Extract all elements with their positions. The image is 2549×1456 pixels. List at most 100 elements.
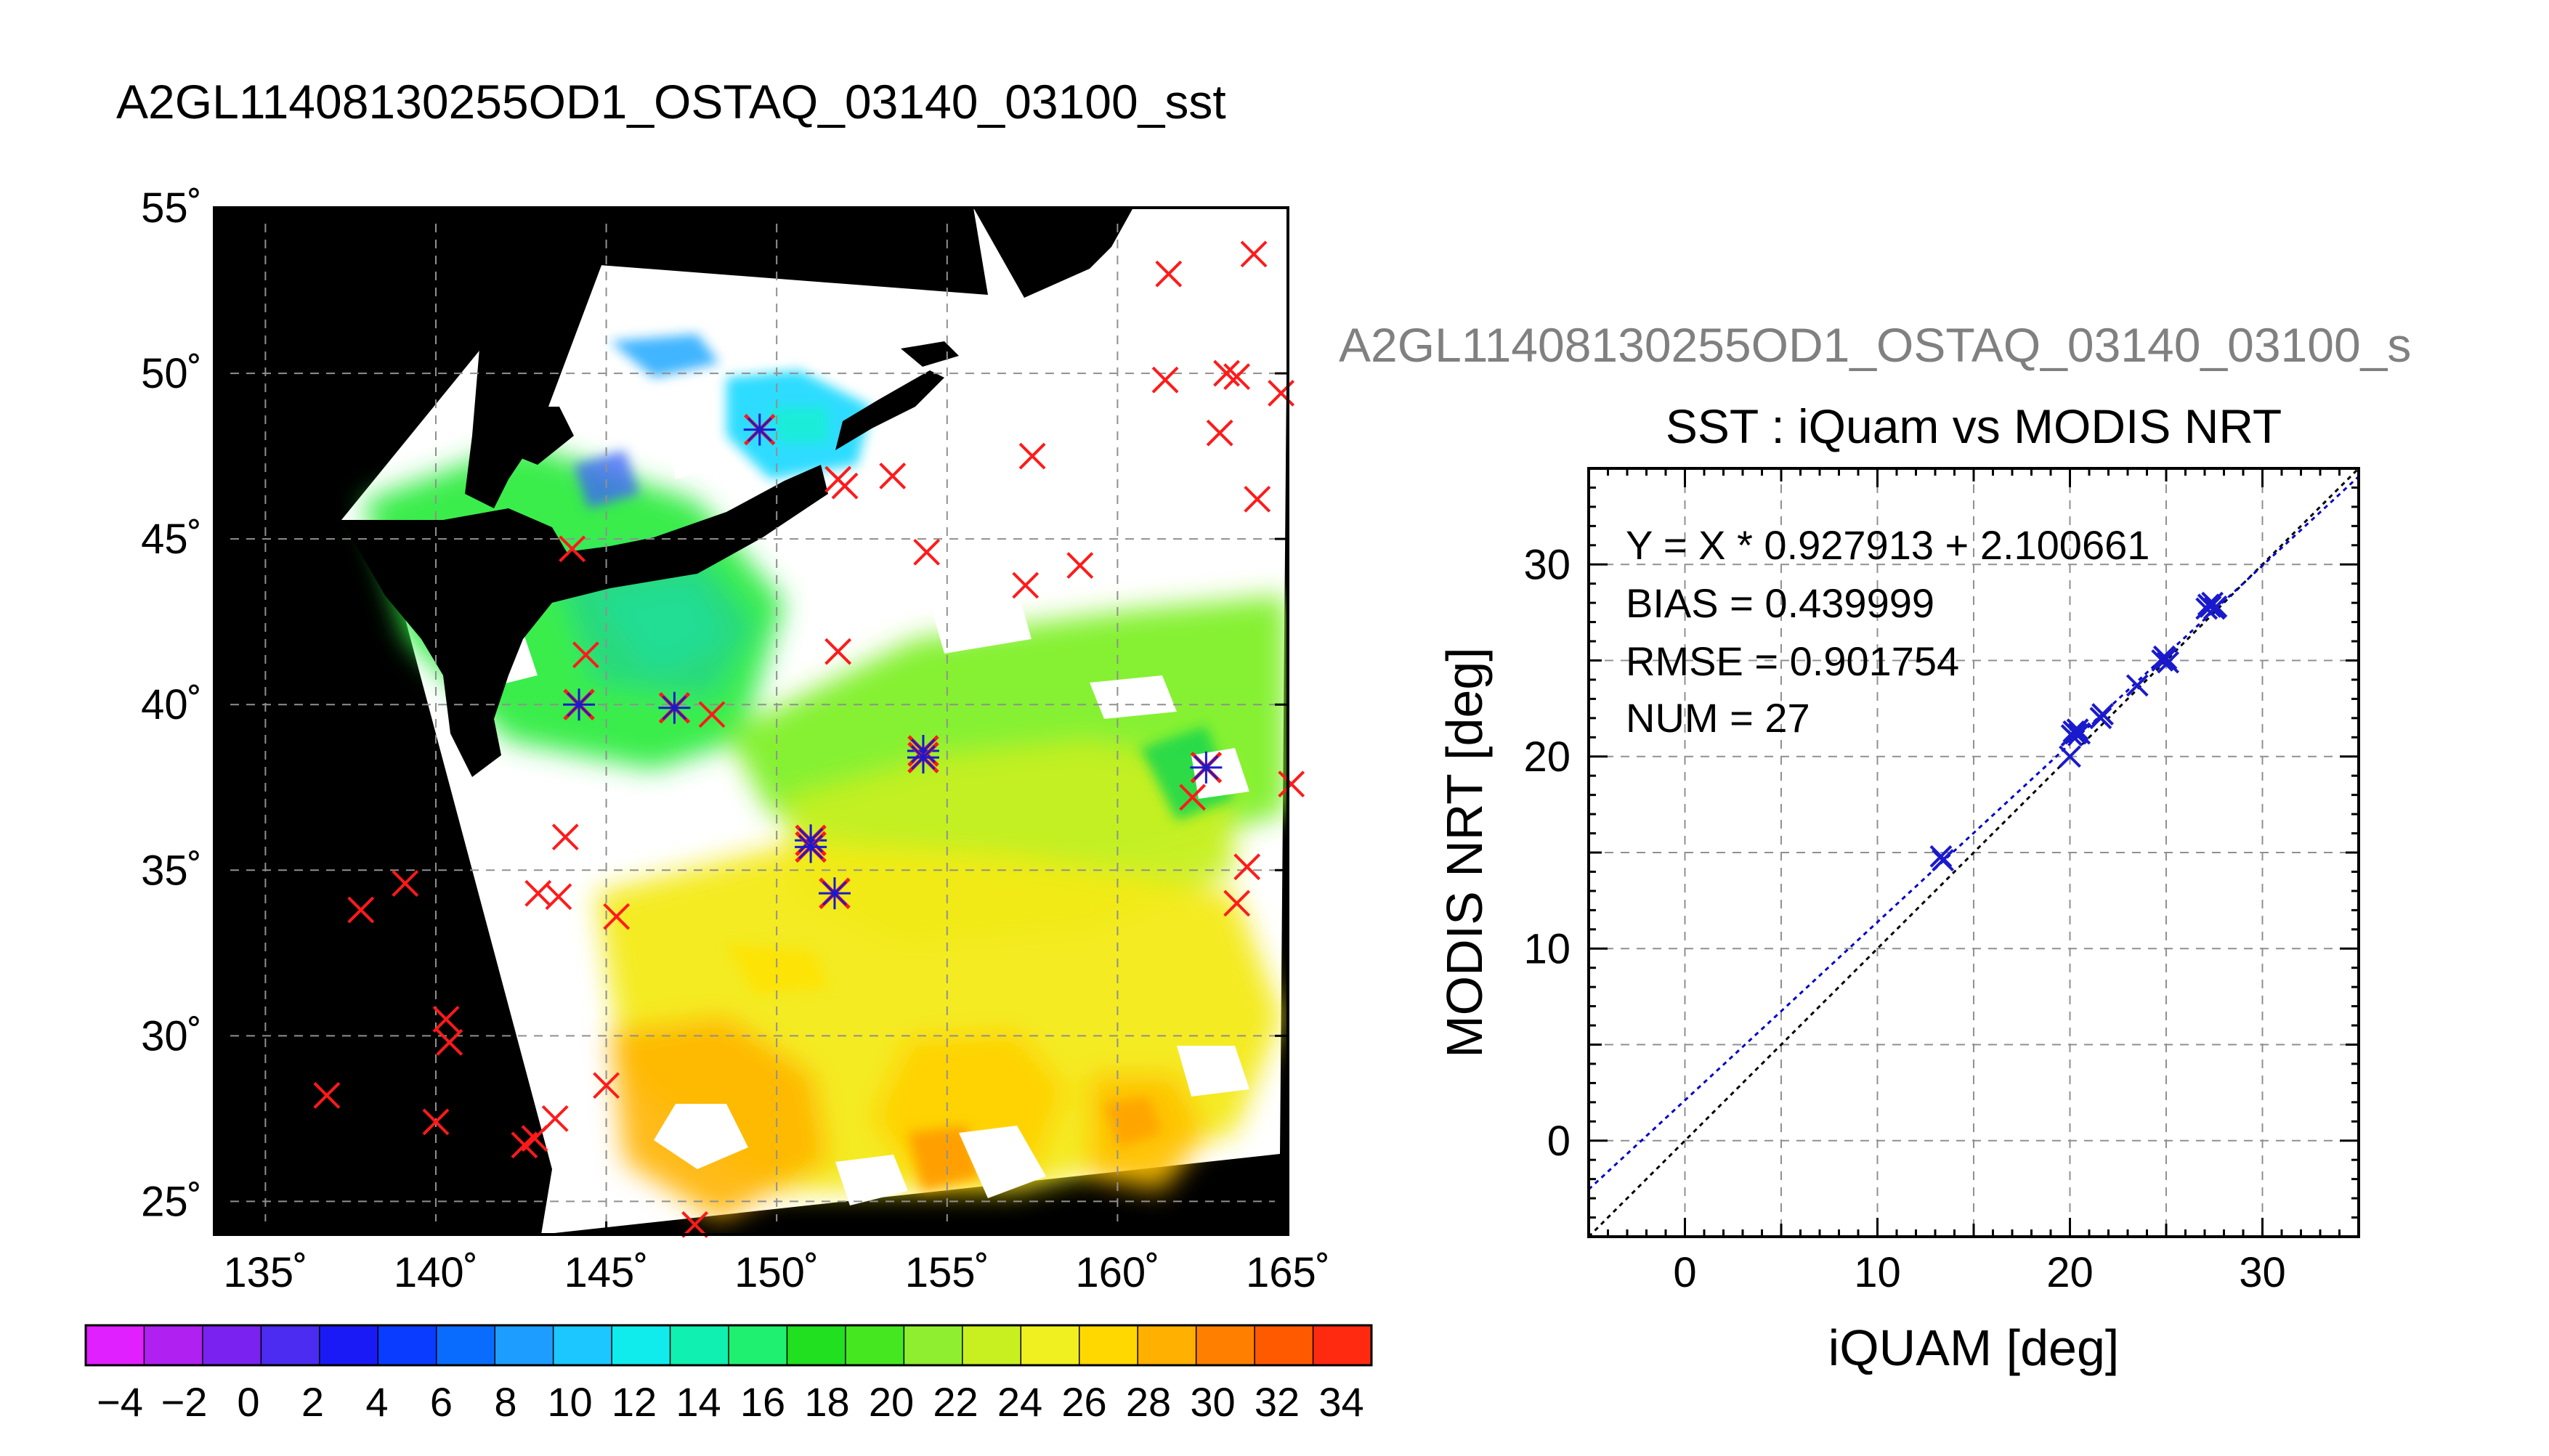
map-buoy-markers [313, 240, 1305, 1238]
scatter-point [2205, 595, 2228, 618]
scatter-stats-annotations: Y = X * 0.927913 + 2.100661 BIAS = 0.439… [1626, 522, 2149, 741]
matched-star-marker [907, 741, 939, 774]
colorbar: −4 −2 0 2 4 6 8 10 12 14 16 18 20 22 24 26 28 30 32 34 [84, 1324, 1373, 1425]
scatter-x-tick-label: 0 [1673, 1249, 1696, 1296]
buoy-marker [1018, 442, 1046, 470]
colorbar-tick-label: 18 [804, 1379, 849, 1425]
colorbar-swatch [904, 1325, 963, 1365]
sst-map: 135˚ 140˚ 145˚ 150˚ 155˚ 160˚ 165˚ 25˚ 30˚ 35˚ 40˚… [141, 184, 1330, 1296]
matched-star-marker [563, 688, 596, 721]
colorbar-frame [84, 1324, 1373, 1367]
colorbar-tick-label: 8 [494, 1379, 516, 1425]
scatter-point [2157, 651, 2180, 674]
landmasses [341, 208, 1133, 777]
matched-star-marker [795, 831, 827, 863]
colorbar-tick-label: 10 [547, 1379, 592, 1425]
aniva-land [501, 407, 574, 465]
colorbar-tick-label: −4 [97, 1379, 143, 1425]
map-frame [213, 206, 1289, 1236]
map-title: A2GL11408130255OD1_OSTAQ_03140_03100_sst [116, 75, 1226, 129]
scatter-point [2068, 722, 2091, 745]
map-y-tick-label: 35˚ [141, 847, 202, 894]
map-x-tick-label: 165˚ [1246, 1249, 1330, 1296]
buoy-marker [392, 870, 419, 897]
buoy-marker [913, 538, 941, 566]
colorbar-tick-label: 26 [1061, 1379, 1106, 1425]
colorbar-tick-label: 12 [612, 1379, 657, 1425]
colorbar-swatch [670, 1325, 729, 1365]
buoy-marker [1223, 890, 1251, 917]
colorbar-tick-label: 30 [1190, 1379, 1235, 1425]
buoy-marker [432, 1006, 460, 1033]
bias-text: BIAS = 0.439999 [1626, 580, 1934, 626]
colorbar-swatch [1255, 1325, 1314, 1365]
colorbar-tick-label: 0 [237, 1379, 259, 1425]
map-x-tick-label: 145˚ [564, 1249, 649, 1296]
buoy-marker [698, 701, 726, 728]
colorbar-swatch [845, 1325, 904, 1365]
map-x-tick-label: 150˚ [734, 1249, 819, 1296]
scatter-title: SST : iQuam vs MODIS NRT [1666, 399, 2282, 453]
colorbar-tick-label: 32 [1255, 1379, 1300, 1425]
buoy-marker [681, 1211, 708, 1238]
map-tick-labels: 135˚ 140˚ 145˚ 150˚ 155˚ 160˚ 165˚ 25˚ 30˚ 35˚ 40˚… [141, 184, 1330, 1296]
colorbar-swatch [495, 1325, 554, 1365]
colorbar-tick-label: 2 [301, 1379, 324, 1425]
scatter-points [1929, 591, 2228, 871]
matched-star-marker [818, 877, 851, 910]
colorbar-swatch [378, 1325, 437, 1365]
map-x-tick-label: 160˚ [1075, 1249, 1159, 1296]
map-y-tick-label: 50˚ [141, 350, 202, 397]
scatter-point [2125, 674, 2149, 697]
buoy-marker [831, 472, 859, 500]
scatter-point [2059, 745, 2081, 768]
buoy-marker [1213, 359, 1240, 387]
scatter-y-tick-label: 30 [1523, 541, 1571, 588]
colorbar-swatch [962, 1325, 1021, 1365]
matched-star-marker [743, 413, 776, 446]
num-text: NUM = 27 [1626, 695, 1810, 741]
matched-star-marker [658, 691, 691, 724]
buoy-marker [1278, 770, 1305, 798]
scatter-y-tick-label: 10 [1523, 925, 1571, 972]
colorbar-tick-label: 16 [740, 1379, 785, 1425]
matched-star-marker [1190, 751, 1223, 784]
buoy-marker [572, 641, 599, 669]
map-y-tick-label: 45˚ [141, 516, 202, 563]
kuril-islands-2-land [901, 341, 959, 367]
colorbar-swatch [1196, 1325, 1255, 1365]
colorbar-tick-label: 20 [869, 1379, 914, 1425]
colorbar-tick-label: 22 [933, 1379, 978, 1425]
buoy-marker [1179, 784, 1207, 811]
colorbar-swatch [1313, 1325, 1372, 1365]
colorbar-swatch [787, 1325, 846, 1365]
scatter-partial-title: A2GL11408130255OD1_OSTAQ_03140_03100_s [1339, 318, 2411, 372]
buoy-marker [436, 1029, 463, 1056]
colorbar-swatch [261, 1325, 320, 1365]
hokkaido-honshu-land [341, 465, 828, 777]
buoy-marker [1206, 419, 1233, 447]
colorbar-tick-label: 14 [676, 1379, 721, 1425]
buoy-marker [541, 1105, 569, 1132]
scatter-y-axis-label: MODIS NRT [deg] [1436, 647, 1493, 1057]
buoy-marker [347, 896, 375, 924]
scatter-y-tick-label: 0 [1547, 1118, 1571, 1165]
scatter-y-tick-label: 20 [1523, 733, 1571, 781]
sst-details [574, 334, 1235, 1191]
map-x-tick-label: 155˚ [905, 1249, 989, 1296]
colorbar-swatch [553, 1325, 612, 1365]
colorbar-swatches [86, 1325, 1372, 1365]
colorbar-tick-label: 6 [430, 1379, 453, 1425]
buoy-marker [1151, 366, 1179, 394]
buoy-marker [1233, 853, 1261, 881]
buoy-marker [551, 823, 579, 851]
map-x-tick-label: 140˚ [394, 1249, 478, 1296]
colorbar-swatch [1021, 1325, 1080, 1365]
scatter-ticks: 0 10 20 30 0 10 20 30 [1523, 468, 2359, 1296]
colorbar-swatch [436, 1325, 495, 1365]
buoy-marker [1223, 363, 1251, 391]
colorbar-swatch [612, 1325, 671, 1365]
map-y-tick-label: 25˚ [141, 1178, 202, 1225]
